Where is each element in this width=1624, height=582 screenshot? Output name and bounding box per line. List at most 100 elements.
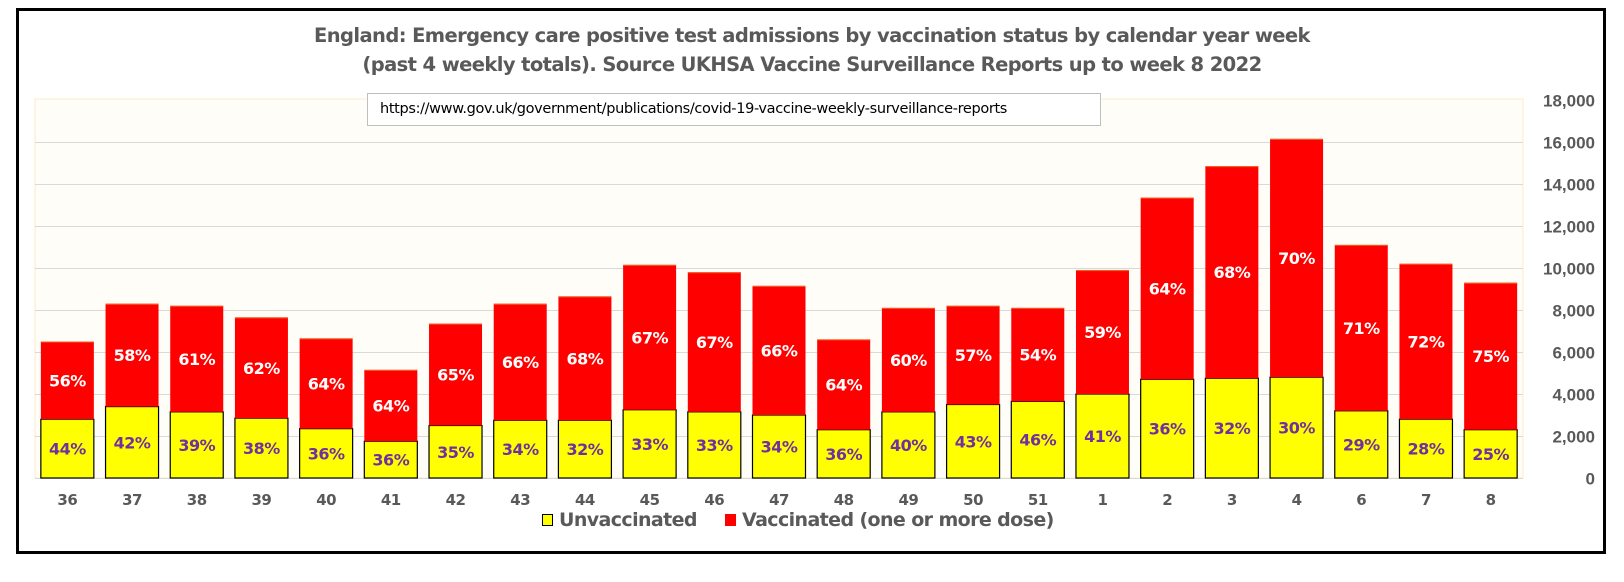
y-tick-label: 10,000 — [1543, 260, 1595, 279]
data-label-vaccinated: 66% — [761, 341, 798, 360]
bar-vaccinated — [946, 305, 1000, 405]
bar-vaccinated — [817, 339, 871, 430]
bar-unvaccinated — [557, 419, 613, 479]
bars — [40, 138, 1518, 479]
data-label-vaccinated: 61% — [178, 350, 215, 369]
data-label-unvaccinated: 40% — [890, 436, 927, 455]
bar-unvaccinated — [881, 411, 936, 479]
bar-vaccinated — [105, 303, 159, 407]
x-axis: 36 37 38 39 40 41 42 43 44 45 46 47 48 49 50 51 1 2 3 4 6 7 8 — [57, 491, 1496, 509]
y-axis: 0 2,000 4,000 6,000 8,000 10,000 12,000 14,000 1… — [1543, 92, 1595, 489]
bar-vaccinated — [1270, 138, 1324, 378]
bar-vaccinated — [558, 296, 612, 421]
data-label-unvaccinated: 43% — [955, 432, 992, 451]
x-tick-label: 38 — [187, 491, 207, 509]
data-label-unvaccinated: 33% — [696, 436, 733, 455]
data-label-unvaccinated: 28% — [1408, 440, 1445, 459]
x-tick-label: 50 — [963, 491, 983, 509]
data-label-unvaccinated: 30% — [1278, 419, 1315, 438]
x-tick-label: 8 — [1486, 491, 1496, 509]
bar-vaccinated — [1011, 307, 1065, 402]
data-label-vaccinated: 56% — [49, 371, 86, 390]
y-tick-label: 6,000 — [1552, 344, 1595, 363]
x-tick-label: 2 — [1162, 491, 1172, 509]
bar-vaccinated — [623, 264, 677, 410]
data-label-vaccinated: 62% — [243, 359, 280, 378]
y-tick-label: 14,000 — [1543, 176, 1595, 195]
legend-item-vaccinated: Vaccinated (one or more dose) — [725, 509, 1054, 531]
y-tick-label: 16,000 — [1543, 134, 1595, 153]
bar-unvaccinated — [493, 419, 548, 479]
bar-unvaccinated — [428, 424, 483, 479]
bar-vaccinated — [752, 285, 806, 415]
data-label-vaccinated: 70% — [1278, 249, 1315, 268]
x-tick-label: 40 — [316, 491, 336, 509]
x-tick-label: 41 — [381, 491, 401, 509]
bar-unvaccinated — [169, 411, 224, 479]
bar-vaccinated — [1140, 197, 1194, 380]
bar-unvaccinated — [234, 417, 289, 479]
data-label-unvaccinated: 38% — [243, 439, 280, 458]
data-label-vaccinated: 60% — [890, 351, 927, 370]
data-label-vaccinated: 65% — [437, 366, 474, 385]
bar-vaccinated — [429, 323, 483, 426]
legend-label-unvaccinated: Unvaccinated — [559, 509, 698, 531]
data-label-unvaccinated: 29% — [1343, 435, 1380, 454]
x-tick-label: 6 — [1356, 491, 1366, 509]
x-tick-label: 37 — [122, 491, 142, 509]
bar-vaccinated — [687, 272, 741, 412]
data-label-vaccinated: 54% — [1019, 346, 1056, 365]
data-label-vaccinated: 64% — [372, 397, 409, 416]
y-tick-label: 18,000 — [1543, 92, 1595, 111]
bar-vaccinated — [493, 303, 547, 421]
legend-item-unvaccinated: Unvaccinated — [542, 509, 698, 531]
bar-vaccinated — [1464, 282, 1518, 430]
x-tick-label: 48 — [834, 491, 854, 509]
x-tick-label: 43 — [510, 491, 530, 509]
legend: Unvaccinated Vaccinated (one or more dos… — [0, 509, 1624, 539]
bar-unvaccinated — [687, 411, 742, 479]
bar-vaccinated — [1205, 166, 1259, 379]
data-label-unvaccinated: 42% — [114, 433, 151, 452]
bar-vaccinated — [881, 307, 935, 412]
bar-vaccinated — [40, 341, 94, 420]
data-label-unvaccinated: 34% — [502, 440, 539, 459]
data-label-vaccinated: 64% — [825, 376, 862, 395]
data-label-unvaccinated: 34% — [761, 438, 798, 457]
x-tick-label: 42 — [446, 491, 466, 509]
data-label-vaccinated: 68% — [567, 349, 604, 368]
bar-vaccinated — [364, 369, 418, 442]
bar-unvaccinated — [816, 429, 871, 479]
data-label-vaccinated: 67% — [696, 333, 733, 352]
x-tick-label: 1 — [1098, 491, 1108, 509]
bar-unvaccinated — [1334, 410, 1389, 479]
data-label-vaccinated: 72% — [1408, 333, 1445, 352]
data-label-vaccinated: 59% — [1084, 323, 1121, 342]
x-tick-label: 3 — [1227, 491, 1237, 509]
bar-unvaccinated — [751, 414, 807, 479]
bar-unvaccinated — [1398, 418, 1454, 479]
data-label-unvaccinated: 41% — [1084, 427, 1121, 446]
data-label-unvaccinated: 36% — [1149, 420, 1186, 439]
bar-vaccinated — [170, 305, 224, 412]
data-label-vaccinated: 64% — [308, 375, 345, 394]
bar-vaccinated — [1334, 244, 1388, 411]
data-label-unvaccinated: 36% — [825, 445, 862, 464]
data-labels: 56% 44% 58% 42% 61% 39% 62% 38% 64% 36% 64% 36% 65% 3… — [49, 249, 1510, 470]
bar-unvaccinated — [1463, 429, 1518, 479]
data-label-unvaccinated: 32% — [1213, 419, 1250, 438]
chart-title-line-1: England: Emergency care positive test ad… — [314, 24, 1310, 47]
x-tick-label: 45 — [640, 491, 660, 509]
x-tick-label: 49 — [898, 491, 918, 509]
x-tick-label: 44 — [575, 491, 595, 509]
data-label-unvaccinated: 25% — [1472, 445, 1509, 464]
bar-vaccinated — [1399, 263, 1453, 420]
chart-title-line-2: (past 4 weekly totals). Source UKHSA Vac… — [362, 53, 1262, 76]
data-label-vaccinated: 67% — [631, 328, 668, 347]
data-label-unvaccinated: 33% — [631, 435, 668, 454]
bar-unvaccinated — [1010, 400, 1065, 479]
y-tick-label: 8,000 — [1552, 302, 1595, 321]
data-label-vaccinated: 57% — [955, 346, 992, 365]
data-label-vaccinated: 68% — [1213, 263, 1250, 282]
y-tick-label: 2,000 — [1552, 428, 1595, 447]
